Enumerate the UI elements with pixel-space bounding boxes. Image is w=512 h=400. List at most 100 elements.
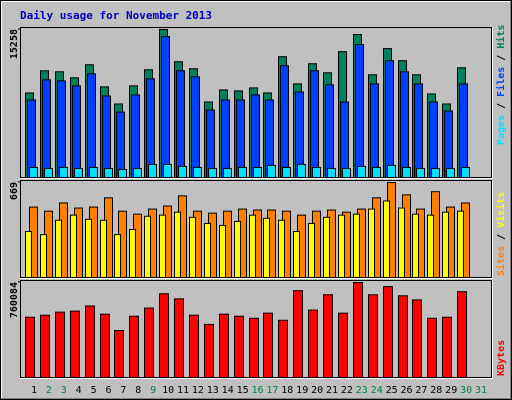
legend-entry: Visits bbox=[495, 192, 507, 228]
legend-entry: Sites bbox=[495, 246, 507, 276]
x-tick-label: 29 bbox=[445, 385, 457, 396]
bar bbox=[325, 84, 334, 178]
bar bbox=[293, 290, 303, 379]
bar bbox=[204, 323, 214, 379]
x-tick-label: 30 bbox=[460, 385, 472, 396]
x-tick-label: 6 bbox=[105, 385, 111, 396]
bar bbox=[114, 330, 124, 378]
bar bbox=[191, 76, 200, 178]
x-tick-label: 10 bbox=[162, 385, 174, 396]
bar bbox=[387, 164, 396, 178]
bar bbox=[293, 230, 300, 278]
bar bbox=[100, 219, 107, 278]
bar bbox=[221, 99, 230, 178]
legend-separator: / bbox=[496, 49, 507, 67]
x-tick-label: 26 bbox=[400, 385, 412, 396]
bar bbox=[144, 307, 154, 378]
bar bbox=[193, 166, 202, 179]
y-tick-label: 15258 bbox=[9, 29, 20, 59]
bar bbox=[457, 210, 464, 278]
bar bbox=[74, 167, 83, 178]
bar bbox=[57, 80, 66, 178]
bar bbox=[104, 167, 113, 178]
bar bbox=[44, 167, 53, 178]
x-tick-label: 4 bbox=[76, 385, 82, 396]
legend-entry: Pages bbox=[496, 115, 507, 145]
x-tick-label: 8 bbox=[135, 385, 141, 396]
bar bbox=[353, 213, 360, 279]
legend-entry: Hits bbox=[495, 25, 507, 49]
bar bbox=[161, 36, 170, 178]
bar bbox=[442, 211, 449, 278]
x-tick-label: 21 bbox=[326, 385, 338, 396]
x-tick-label: 22 bbox=[341, 385, 353, 396]
bar bbox=[206, 109, 215, 178]
bar bbox=[114, 234, 121, 278]
bar bbox=[189, 216, 196, 278]
bar bbox=[249, 214, 256, 279]
bar bbox=[412, 299, 422, 378]
bar bbox=[327, 167, 336, 178]
x-tick-label: 5 bbox=[91, 385, 97, 396]
bar bbox=[267, 164, 276, 178]
bar bbox=[412, 213, 419, 279]
x-tick-label: 27 bbox=[415, 385, 427, 396]
bar bbox=[400, 71, 409, 178]
bar bbox=[385, 60, 394, 178]
bar bbox=[249, 317, 259, 378]
bar bbox=[416, 167, 425, 178]
bar bbox=[263, 312, 273, 379]
bar bbox=[297, 163, 306, 179]
bar bbox=[40, 314, 50, 379]
bar bbox=[129, 229, 136, 278]
legend-entry: KBytes bbox=[496, 340, 507, 376]
bar bbox=[457, 291, 467, 379]
bar bbox=[414, 83, 423, 178]
bar bbox=[340, 101, 349, 178]
bar bbox=[144, 215, 151, 278]
bar bbox=[308, 222, 315, 279]
bar bbox=[263, 217, 270, 279]
bar bbox=[353, 282, 363, 378]
bar bbox=[40, 234, 47, 278]
bar bbox=[163, 163, 172, 179]
chart-title: Daily usage for November 2013 bbox=[20, 9, 212, 22]
bar bbox=[368, 208, 375, 279]
x-tick-label: 28 bbox=[430, 385, 442, 396]
bar bbox=[116, 111, 125, 178]
bar bbox=[70, 310, 80, 378]
bar bbox=[27, 99, 36, 178]
bar bbox=[357, 165, 366, 178]
bar bbox=[238, 166, 247, 179]
bar bbox=[133, 167, 142, 178]
bar bbox=[251, 94, 260, 178]
bar bbox=[338, 312, 348, 379]
bar bbox=[342, 167, 351, 178]
bar bbox=[278, 219, 285, 278]
bar bbox=[312, 166, 321, 179]
bar bbox=[444, 110, 453, 178]
bar bbox=[131, 94, 140, 178]
x-tick-label: 17 bbox=[266, 385, 278, 396]
bar bbox=[29, 166, 38, 179]
bar bbox=[323, 294, 333, 378]
bar bbox=[446, 167, 455, 178]
x-tick-label: 20 bbox=[311, 385, 323, 396]
bar bbox=[178, 165, 187, 178]
bar bbox=[308, 309, 318, 378]
x-tick-label: 3 bbox=[61, 385, 67, 396]
bar bbox=[398, 207, 405, 278]
x-tick-label: 16 bbox=[251, 385, 263, 396]
bar bbox=[174, 298, 184, 378]
bar bbox=[87, 73, 96, 178]
legend: Sites / Visits bbox=[495, 192, 507, 276]
legend: KBytes bbox=[496, 340, 507, 376]
bar bbox=[219, 313, 229, 379]
bar bbox=[368, 294, 378, 378]
bar bbox=[146, 78, 155, 178]
x-tick-label: 13 bbox=[207, 385, 219, 396]
bar bbox=[70, 214, 77, 279]
bar bbox=[204, 222, 211, 279]
bar bbox=[85, 305, 95, 378]
bar bbox=[102, 95, 111, 178]
